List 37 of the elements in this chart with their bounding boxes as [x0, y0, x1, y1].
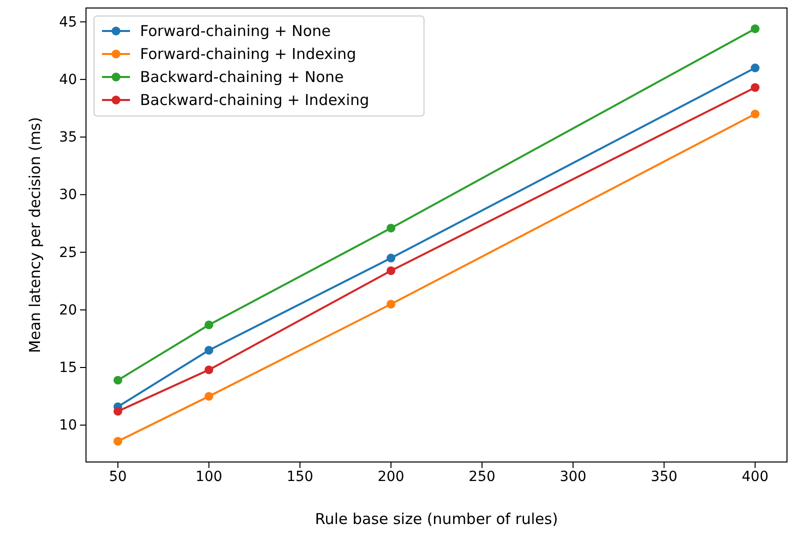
x-tick-label: 250 — [468, 468, 496, 485]
x-tick-label: 100 — [196, 468, 222, 485]
x-tick-label: 50 — [108, 468, 127, 485]
y-tick-label: 35 — [59, 130, 77, 146]
legend-label: Backward-chaining + None — [140, 68, 344, 86]
y-axis-title: Mean latency per decision (ms) — [26, 117, 44, 353]
y-tick-label: 25 — [59, 244, 77, 261]
legend-label: Forward-chaining + Indexing — [140, 45, 356, 63]
point — [750, 110, 760, 118]
y-tick-label: 40 — [59, 72, 77, 88]
x-tick-label: 350 — [650, 468, 678, 485]
point — [204, 392, 214, 401]
x-tick-label: 150 — [286, 468, 314, 485]
legend-label: Backward-chaining + Indexing — [140, 91, 370, 109]
y-tick-label: 20 — [59, 302, 77, 318]
point — [386, 266, 396, 276]
y-tick-label: 45 — [59, 14, 77, 30]
x-tick-label: 300 — [560, 468, 586, 485]
y-tick-label: 15 — [59, 360, 77, 376]
legend-label: Forward-chaining + None — [140, 22, 331, 40]
y-tick-label: 30 — [59, 187, 77, 204]
point — [750, 64, 760, 72]
point — [113, 436, 122, 446]
point — [204, 346, 214, 355]
point — [386, 300, 396, 308]
x-axis-title: Rule base size (number of rules) — [315, 510, 558, 528]
point — [386, 254, 396, 262]
point — [386, 224, 396, 232]
y-tick-label: 10 — [59, 418, 77, 434]
point — [204, 365, 214, 374]
x-tick-label: 200 — [378, 468, 404, 485]
x-tick-label: 400 — [742, 468, 769, 485]
point — [204, 320, 214, 330]
point — [750, 24, 760, 34]
point — [750, 83, 760, 92]
point — [113, 376, 122, 385]
point — [113, 406, 122, 416]
